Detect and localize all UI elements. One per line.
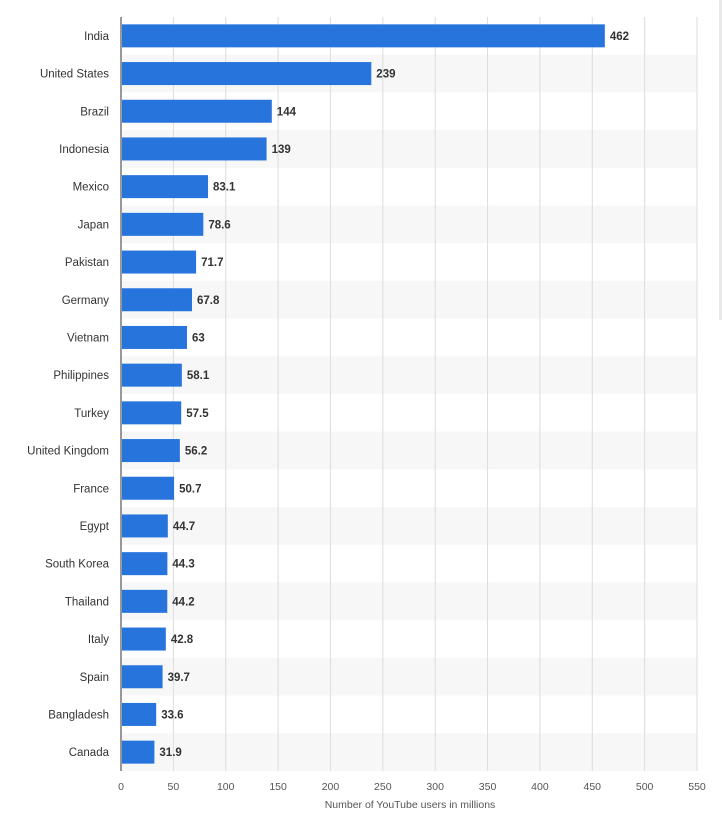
value-label: 144	[277, 106, 297, 118]
category-label: Indonesia	[59, 144, 109, 156]
bar	[122, 212, 204, 236]
category-label: Brazil	[80, 106, 109, 118]
bar	[122, 740, 155, 764]
row-band	[121, 733, 697, 771]
value-label: 44.7	[173, 521, 195, 533]
value-labels: 462 239 144 139 83.1 78.6 71.7 67.8 63 58.1 57.5 56…	[159, 31, 629, 759]
x-tick-label: 450	[584, 781, 602, 793]
category-label: Japan	[78, 219, 109, 231]
category-label: Vietnam	[67, 332, 109, 344]
value-label: 67.8	[197, 295, 220, 307]
value-label: 462	[610, 31, 629, 43]
bar	[122, 589, 168, 613]
row-band	[121, 205, 697, 244]
bar	[122, 288, 193, 312]
category-label: Philippines	[53, 370, 109, 382]
bar	[122, 363, 182, 387]
value-label: 83.1	[213, 182, 236, 194]
bar	[122, 439, 180, 463]
x-tick-label: 0	[118, 781, 124, 793]
category-label: India	[84, 31, 110, 43]
x-tick-label: 300	[426, 781, 444, 793]
bar	[122, 62, 372, 86]
bar	[122, 325, 187, 349]
bar	[122, 401, 182, 425]
bar	[122, 175, 209, 199]
x-tick-label: 350	[479, 781, 497, 793]
row-band	[121, 582, 697, 621]
x-tick-label: 50	[168, 781, 180, 793]
bar	[122, 665, 163, 689]
scroll-edge	[719, 0, 722, 320]
category-label: Germany	[62, 295, 110, 307]
bar	[122, 476, 175, 500]
row-bands	[121, 54, 697, 771]
category-label: Italy	[88, 634, 109, 646]
category-label: Spain	[80, 672, 109, 684]
bar	[122, 514, 168, 538]
category-label: Turkey	[74, 408, 109, 420]
x-tick-label: 400	[531, 781, 549, 793]
bar	[122, 250, 197, 274]
row-band	[121, 356, 697, 394]
row-band	[121, 431, 697, 470]
value-label: 42.8	[171, 634, 194, 646]
value-label: 39.7	[168, 672, 190, 684]
category-label: Pakistan	[65, 257, 109, 269]
value-label: 44.3	[172, 559, 194, 571]
value-label: 56.2	[185, 446, 207, 458]
bar	[122, 137, 267, 161]
x-tick-label: 100	[217, 781, 235, 793]
x-axis-title: Number of YouTube users in millions	[325, 799, 496, 811]
category-label: Canada	[69, 747, 110, 759]
value-label: 44.2	[172, 596, 194, 608]
value-label: 71.7	[201, 257, 223, 269]
value-label: 50.7	[179, 483, 201, 495]
x-tick-label: 150	[269, 781, 287, 793]
category-label: Egypt	[80, 521, 110, 533]
bar	[122, 627, 166, 651]
category-label: France	[73, 483, 109, 495]
category-label: South Korea	[45, 559, 110, 571]
x-tick-label: 550	[688, 781, 706, 793]
x-tick-label: 200	[322, 781, 340, 793]
value-label: 57.5	[186, 408, 209, 420]
value-label: 239	[376, 69, 395, 81]
category-label: Thailand	[65, 596, 109, 608]
x-tick-labels: 0 50 100 150 200 250 300 350 400 450 500 550	[118, 781, 706, 793]
category-label: United States	[40, 69, 109, 81]
value-label: 78.6	[208, 219, 230, 231]
value-label: 139	[272, 144, 291, 156]
category-label: Bangladesh	[48, 709, 109, 721]
value-label: 63	[192, 332, 205, 344]
x-tick-label: 250	[374, 781, 392, 793]
row-band	[121, 507, 697, 545]
bar	[122, 702, 157, 726]
row-band	[121, 657, 697, 696]
category-label: United Kingdom	[27, 446, 109, 458]
category-label: Mexico	[73, 182, 109, 194]
value-label: 33.6	[161, 709, 183, 721]
bar	[122, 24, 605, 48]
value-label: 58.1	[187, 370, 210, 382]
row-band	[121, 280, 697, 319]
bar	[122, 552, 168, 576]
bar	[122, 99, 272, 123]
category-labels: India United States Brazil Indonesia Mexico J…	[27, 31, 110, 759]
x-tick-label: 500	[636, 781, 654, 793]
value-label: 31.9	[159, 747, 181, 759]
bars	[122, 24, 605, 764]
